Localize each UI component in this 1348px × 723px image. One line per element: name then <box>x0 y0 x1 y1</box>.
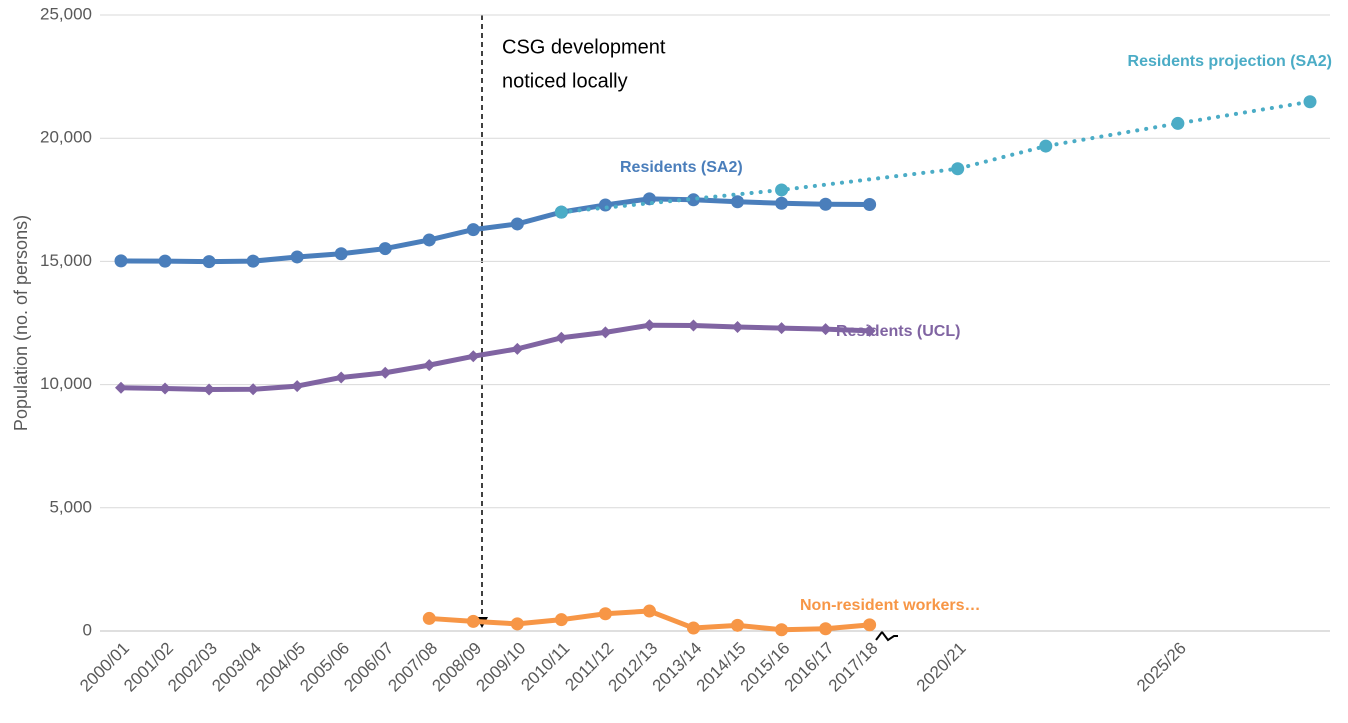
marker <box>202 255 216 269</box>
series-line <box>118 196 873 265</box>
marker <box>775 322 788 335</box>
y-tick-label: 10,000 <box>40 374 92 393</box>
marker <box>863 197 877 211</box>
marker <box>687 319 700 332</box>
marker <box>422 233 436 247</box>
marker <box>335 371 348 384</box>
marker <box>599 326 612 339</box>
marker <box>1171 116 1185 130</box>
marker <box>291 380 304 393</box>
marker <box>379 366 392 379</box>
marker <box>554 613 568 627</box>
marker <box>511 342 524 355</box>
series-label: Non-resident workers… <box>800 597 980 614</box>
marker <box>510 617 524 631</box>
marker <box>467 350 480 363</box>
series-label: Residents (SA2) <box>620 159 743 176</box>
axis-break <box>875 630 898 642</box>
marker <box>159 382 172 395</box>
marker <box>510 217 524 231</box>
marker <box>598 198 612 212</box>
marker <box>158 254 172 268</box>
annotation: CSG development <box>502 36 666 58</box>
marker <box>466 614 480 628</box>
marker <box>554 205 568 219</box>
y-tick-label: 25,000 <box>40 4 92 23</box>
marker <box>642 604 656 618</box>
marker <box>423 359 436 372</box>
series-line <box>118 322 873 393</box>
y-tick-label: 20,000 <box>40 128 92 147</box>
marker <box>819 323 832 336</box>
series-label: Residents projection (SA2) <box>1128 53 1332 70</box>
marker <box>819 197 833 211</box>
marker <box>731 618 745 632</box>
marker <box>1039 139 1053 153</box>
marker <box>114 254 128 268</box>
marker <box>863 618 877 632</box>
y-tick-label: 0 <box>83 620 92 639</box>
marker <box>466 223 480 237</box>
marker <box>378 242 392 256</box>
x-tick-label: 2017/18 <box>825 639 882 696</box>
x-tick-label: 2020/21 <box>913 639 970 696</box>
marker <box>246 254 260 268</box>
marker <box>686 621 700 635</box>
series-label: Residents (UCL) <box>836 323 960 340</box>
y-tick-label: 5,000 <box>49 497 92 516</box>
marker <box>775 183 789 197</box>
marker <box>555 331 568 344</box>
marker <box>775 196 789 210</box>
marker <box>115 381 127 394</box>
x-tick-label: 2010/11 <box>517 639 573 695</box>
marker <box>642 192 656 206</box>
marker <box>775 623 789 637</box>
marker <box>203 383 216 396</box>
marker <box>247 383 260 396</box>
marker <box>1303 95 1317 109</box>
x-tick-label: 2009/10 <box>472 639 529 696</box>
marker <box>290 250 304 264</box>
marker <box>334 247 348 261</box>
y-axis-label: Population (no. of persons) <box>11 215 31 431</box>
x-tick-label: 2025/26 <box>1133 639 1190 696</box>
marker <box>731 195 745 209</box>
marker <box>863 324 876 337</box>
marker <box>598 607 612 621</box>
annotation: noticed locally <box>502 70 628 92</box>
marker <box>422 611 436 625</box>
series-line <box>559 99 1312 215</box>
marker <box>731 320 744 333</box>
marker <box>819 622 833 636</box>
marker <box>951 162 965 176</box>
y-tick-label: 15,000 <box>40 251 92 270</box>
marker <box>643 319 656 332</box>
